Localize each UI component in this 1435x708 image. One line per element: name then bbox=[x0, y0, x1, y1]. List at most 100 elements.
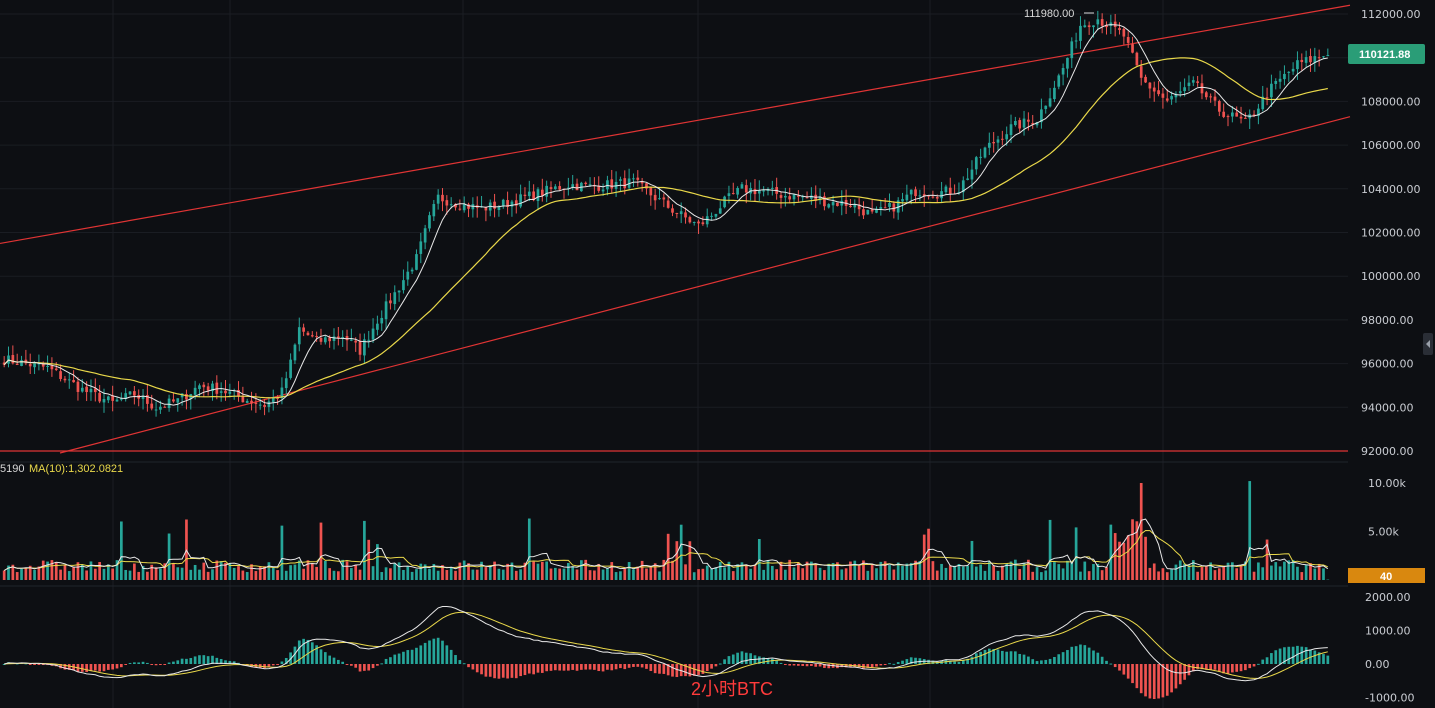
macd-bar bbox=[636, 664, 640, 667]
volume-moving-averages bbox=[3, 518, 1329, 571]
candle-body bbox=[1040, 109, 1043, 123]
candle-body bbox=[98, 392, 101, 402]
candle-body bbox=[323, 337, 327, 343]
candle-body bbox=[141, 395, 145, 399]
macd-bar bbox=[1105, 660, 1108, 664]
candle-body bbox=[1144, 76, 1147, 83]
candle-body bbox=[172, 399, 175, 402]
volume-bar bbox=[593, 570, 596, 580]
volume-bar bbox=[146, 571, 149, 580]
volume-bar bbox=[341, 559, 345, 580]
candle-body bbox=[1070, 41, 1074, 59]
macd-bar bbox=[80, 664, 84, 672]
channel-lower-line bbox=[59, 116, 1351, 454]
volume-bar bbox=[614, 572, 618, 580]
candle-body bbox=[363, 339, 366, 356]
volume-bar bbox=[818, 567, 822, 580]
volume-bar bbox=[1196, 571, 1199, 580]
macd-bar bbox=[328, 655, 332, 664]
volume-bar bbox=[1035, 567, 1039, 580]
macd-bar bbox=[671, 664, 674, 677]
candle-body bbox=[688, 217, 692, 223]
volume-bar bbox=[1261, 567, 1265, 580]
candle-body bbox=[506, 200, 509, 207]
volume-bar bbox=[198, 569, 201, 580]
candle-body bbox=[770, 187, 774, 189]
macd-bar bbox=[823, 664, 826, 668]
candle-body bbox=[67, 379, 71, 381]
macd-bar bbox=[41, 664, 45, 665]
macd-bar bbox=[336, 659, 340, 664]
candle-body bbox=[996, 139, 1000, 143]
collapse-panel-handle[interactable] bbox=[1423, 333, 1433, 355]
candle-body bbox=[1322, 56, 1325, 58]
macd-bar bbox=[163, 664, 167, 665]
macd-bar bbox=[1304, 647, 1308, 664]
macd-bar bbox=[536, 664, 540, 673]
volume-bar bbox=[1040, 572, 1043, 580]
candle-body bbox=[1226, 116, 1230, 118]
volume-bar bbox=[1274, 562, 1278, 580]
candle-body bbox=[797, 195, 800, 197]
volume-bar bbox=[623, 568, 627, 580]
candle-body bbox=[645, 183, 648, 189]
volume-bar bbox=[436, 570, 440, 580]
candle-body bbox=[805, 197, 809, 199]
macd-bar bbox=[493, 664, 496, 679]
macd-bar bbox=[797, 664, 800, 666]
macd-bar bbox=[1061, 652, 1065, 664]
volume-bar bbox=[445, 570, 449, 580]
macd-bar bbox=[827, 664, 831, 669]
candle-body bbox=[1053, 87, 1056, 100]
macd-bar bbox=[211, 655, 214, 664]
macd-bar bbox=[406, 650, 410, 664]
volume-bar bbox=[1009, 561, 1013, 580]
volume-bar bbox=[471, 569, 475, 580]
volume-bar bbox=[992, 565, 996, 580]
candle-body bbox=[202, 384, 206, 388]
candle-body bbox=[441, 194, 444, 202]
volume-bar bbox=[810, 561, 813, 580]
candle-body bbox=[1066, 57, 1069, 69]
candle-body bbox=[306, 332, 310, 336]
macd-bar bbox=[545, 664, 548, 672]
volume-bar bbox=[935, 570, 939, 580]
macd-bar bbox=[1187, 664, 1191, 676]
volume-bar bbox=[1161, 568, 1165, 580]
macd-bar bbox=[614, 664, 618, 670]
volume-bar bbox=[675, 541, 679, 580]
macd-bar bbox=[679, 664, 683, 677]
candle-body bbox=[219, 391, 223, 393]
volume-bar bbox=[744, 564, 748, 580]
volume-bar bbox=[1287, 560, 1291, 580]
candle-body bbox=[588, 184, 592, 186]
volume-bar bbox=[358, 569, 362, 580]
candle-body bbox=[827, 204, 831, 208]
volume-bar bbox=[909, 562, 913, 580]
macd-bar bbox=[172, 661, 175, 664]
candle-body bbox=[415, 254, 418, 270]
macd-bar bbox=[454, 655, 457, 664]
volume-bar bbox=[50, 560, 54, 580]
macd-bar bbox=[150, 664, 154, 665]
macd-bar bbox=[384, 658, 388, 664]
macd-bar bbox=[558, 664, 562, 671]
candle-body bbox=[1079, 25, 1082, 41]
volume-bar bbox=[1061, 568, 1065, 580]
candle-body bbox=[384, 301, 388, 320]
volume-bar bbox=[979, 564, 982, 580]
candle-body bbox=[1122, 28, 1126, 37]
macd-bar bbox=[167, 662, 171, 664]
candle-body bbox=[150, 403, 154, 409]
macd-bar bbox=[914, 657, 917, 664]
candle-body bbox=[237, 390, 240, 397]
volume-bar bbox=[163, 563, 167, 580]
candle-body bbox=[784, 195, 787, 198]
candle-body bbox=[271, 397, 275, 403]
candle-body bbox=[228, 391, 232, 394]
macd-bar bbox=[1009, 651, 1013, 664]
macd-bar bbox=[310, 642, 314, 664]
candle-body bbox=[54, 368, 58, 370]
volume-bar bbox=[393, 563, 397, 580]
